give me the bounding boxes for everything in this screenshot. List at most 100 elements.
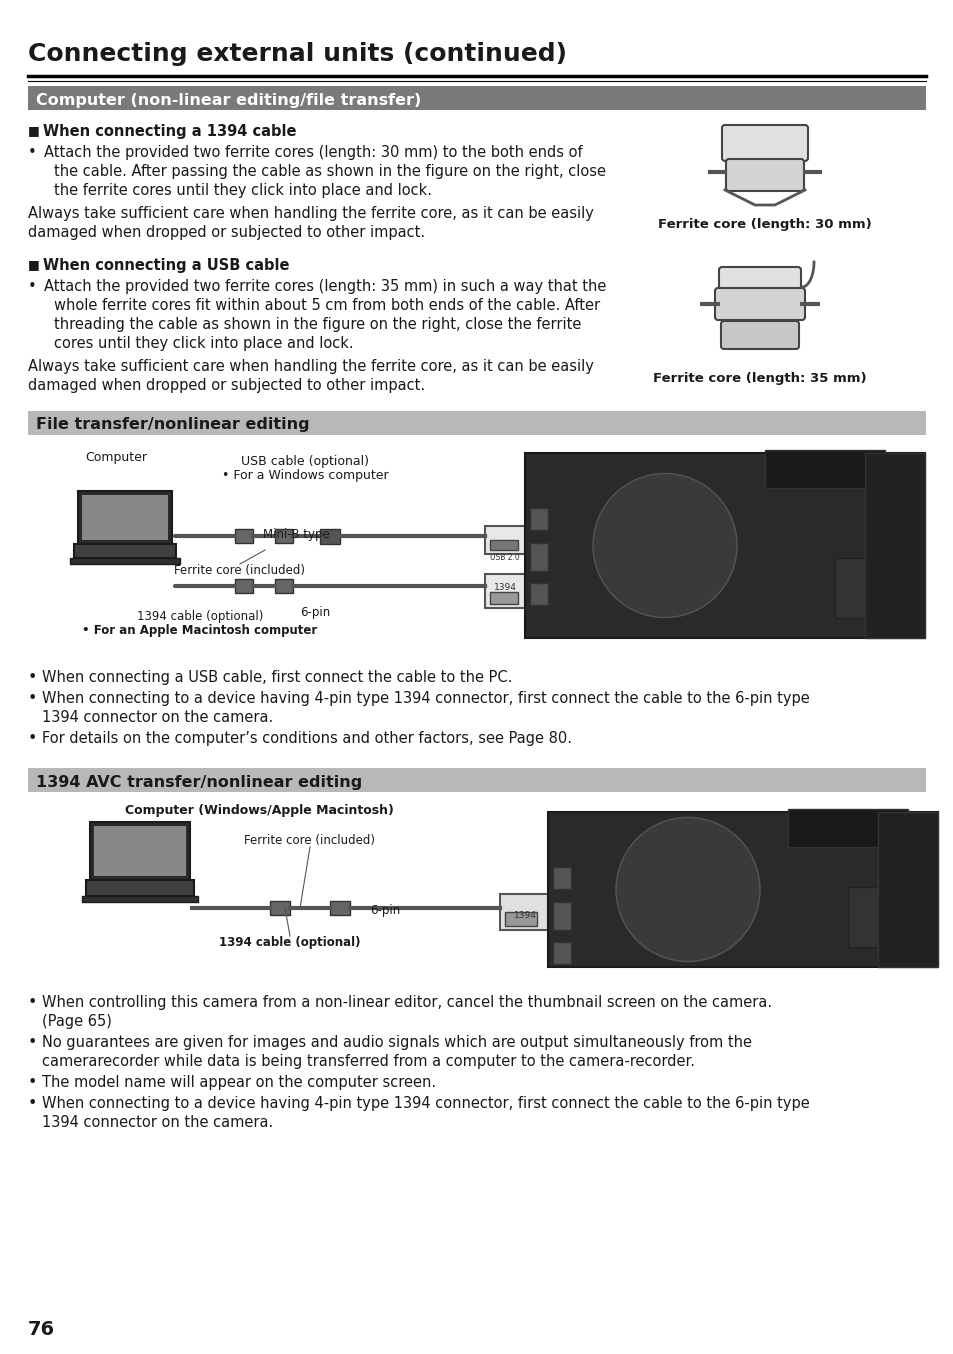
Text: threading the cable as shown in the figure on the right, close the ferrite: threading the cable as shown in the figu… — [54, 317, 580, 332]
Circle shape — [617, 497, 712, 593]
Bar — [847, 887, 897, 946]
Bar — [90, 822, 190, 880]
Bar — [330, 900, 350, 915]
Bar — [82, 896, 198, 902]
Bar — [530, 543, 547, 571]
Bar — [70, 558, 180, 565]
Bar — [490, 592, 517, 604]
Circle shape — [639, 841, 735, 937]
Bar — [499, 894, 547, 930]
Text: When controlling this camera from a non-linear editor, cancel the thumbnail scre: When controlling this camera from a non-… — [42, 995, 771, 1010]
Bar — [28, 87, 925, 110]
Text: 1394 connector on the camera.: 1394 connector on the camera. — [42, 709, 273, 724]
Text: For details on the computer’s conditions and other factors, see Page 80.: For details on the computer’s conditions… — [42, 731, 572, 746]
Text: File transfer/nonlinear editing: File transfer/nonlinear editing — [36, 417, 310, 432]
Text: Mini-B type: Mini-B type — [263, 528, 330, 542]
FancyBboxPatch shape — [720, 321, 799, 349]
Text: Ferrite core (included): Ferrite core (included) — [174, 565, 305, 577]
Text: •: • — [28, 1034, 37, 1049]
Text: Computer: Computer — [85, 451, 147, 464]
Bar — [530, 508, 547, 529]
Bar — [82, 496, 168, 540]
Bar — [28, 768, 925, 792]
Bar — [28, 412, 925, 435]
Text: the cable. After passing the cable as shown in the figure on the right, close: the cable. After passing the cable as sh… — [54, 164, 605, 179]
Text: Ferrite core (length: 35 mm): Ferrite core (length: 35 mm) — [653, 372, 866, 385]
FancyBboxPatch shape — [721, 125, 807, 161]
Text: When connecting to a device having 4-pin type 1394 connector, first connect the : When connecting to a device having 4-pin… — [42, 691, 809, 705]
Bar — [234, 580, 253, 593]
Bar — [94, 826, 186, 876]
Bar — [553, 942, 571, 964]
Text: •: • — [28, 1095, 37, 1112]
Text: • For a Windows computer: • For a Windows computer — [221, 468, 388, 482]
Text: cores until they click into place and lock.: cores until they click into place and lo… — [54, 336, 354, 351]
Circle shape — [652, 533, 677, 558]
Text: ■: ■ — [28, 125, 40, 137]
Bar — [504, 913, 537, 926]
Text: 1394 connector on the camera.: 1394 connector on the camera. — [42, 1114, 273, 1131]
Circle shape — [676, 877, 700, 902]
Circle shape — [629, 510, 700, 581]
Text: Computer (Windows/Apple Macintosh): Computer (Windows/Apple Macintosh) — [125, 804, 394, 816]
Bar — [270, 900, 290, 915]
Bar — [274, 529, 293, 543]
Text: Always take sufficient care when handling the ferrite core, as it can be easily: Always take sufficient care when handlin… — [28, 359, 594, 374]
Text: • For an Apple Macintosh computer: • For an Apple Macintosh computer — [82, 624, 317, 636]
FancyBboxPatch shape — [719, 267, 801, 295]
Text: 76: 76 — [28, 1320, 55, 1339]
Text: USB 2.0: USB 2.0 — [490, 552, 519, 562]
Bar — [490, 540, 517, 550]
Text: When connecting a USB cable, first connect the cable to the PC.: When connecting a USB cable, first conne… — [42, 670, 512, 685]
Text: 1394 AVC transfer/nonlinear editing: 1394 AVC transfer/nonlinear editing — [36, 774, 362, 789]
Text: 6-pin: 6-pin — [370, 904, 400, 917]
Text: damaged when dropped or subjected to other impact.: damaged when dropped or subjected to oth… — [28, 225, 425, 240]
Bar — [274, 580, 293, 593]
Text: •: • — [28, 691, 37, 705]
Text: 6-pin: 6-pin — [299, 607, 330, 619]
Text: •: • — [28, 1075, 37, 1090]
Text: (Page 65): (Page 65) — [42, 1014, 112, 1029]
Bar — [74, 544, 175, 558]
Bar — [764, 450, 884, 487]
Bar — [484, 525, 524, 554]
Bar — [484, 574, 524, 608]
Text: Computer (non-linear editing/file transfer): Computer (non-linear editing/file transf… — [36, 92, 421, 107]
Text: •: • — [28, 279, 37, 294]
Bar — [787, 808, 907, 848]
Bar — [834, 558, 884, 617]
Text: Attach the provided two ferrite cores (length: 35 mm) in such a way that the: Attach the provided two ferrite cores (l… — [44, 279, 606, 294]
Bar — [877, 812, 937, 967]
Bar — [553, 867, 571, 890]
Bar — [864, 454, 924, 638]
Text: 1394 cable (optional): 1394 cable (optional) — [219, 936, 360, 949]
Circle shape — [602, 483, 726, 608]
FancyBboxPatch shape — [725, 158, 803, 191]
Circle shape — [665, 868, 709, 911]
Text: •: • — [28, 145, 37, 160]
Circle shape — [616, 818, 760, 961]
Text: whole ferrite cores fit within about 5 cm from both ends of the cable. After: whole ferrite cores fit within about 5 c… — [54, 298, 599, 313]
Bar — [547, 812, 937, 967]
Text: When connecting to a device having 4-pin type 1394 connector, first connect the : When connecting to a device having 4-pin… — [42, 1095, 809, 1112]
Text: Connecting external units (continued): Connecting external units (continued) — [28, 42, 566, 66]
Bar — [234, 529, 253, 543]
Text: Attach the provided two ferrite cores (length: 30 mm) to the both ends of: Attach the provided two ferrite cores (l… — [44, 145, 582, 160]
Circle shape — [625, 827, 749, 952]
Bar — [530, 584, 547, 605]
Text: No guarantees are given for images and audio signals which are output simultaneo: No guarantees are given for images and a… — [42, 1034, 751, 1049]
Text: The model name will appear on the computer screen.: The model name will appear on the comput… — [42, 1075, 436, 1090]
Text: •: • — [28, 731, 37, 746]
Bar — [553, 902, 571, 930]
Text: 1394: 1394 — [513, 911, 536, 919]
Bar — [524, 454, 924, 638]
Bar — [78, 492, 172, 544]
Text: Always take sufficient care when handling the ferrite core, as it can be easily: Always take sufficient care when handlin… — [28, 206, 594, 221]
Text: •: • — [28, 995, 37, 1010]
Circle shape — [593, 474, 737, 617]
Text: Ferrite core (included): Ferrite core (included) — [244, 834, 375, 848]
Circle shape — [652, 854, 722, 925]
Text: When connecting a 1394 cable: When connecting a 1394 cable — [43, 125, 296, 139]
Bar — [319, 529, 339, 544]
Circle shape — [642, 524, 686, 567]
